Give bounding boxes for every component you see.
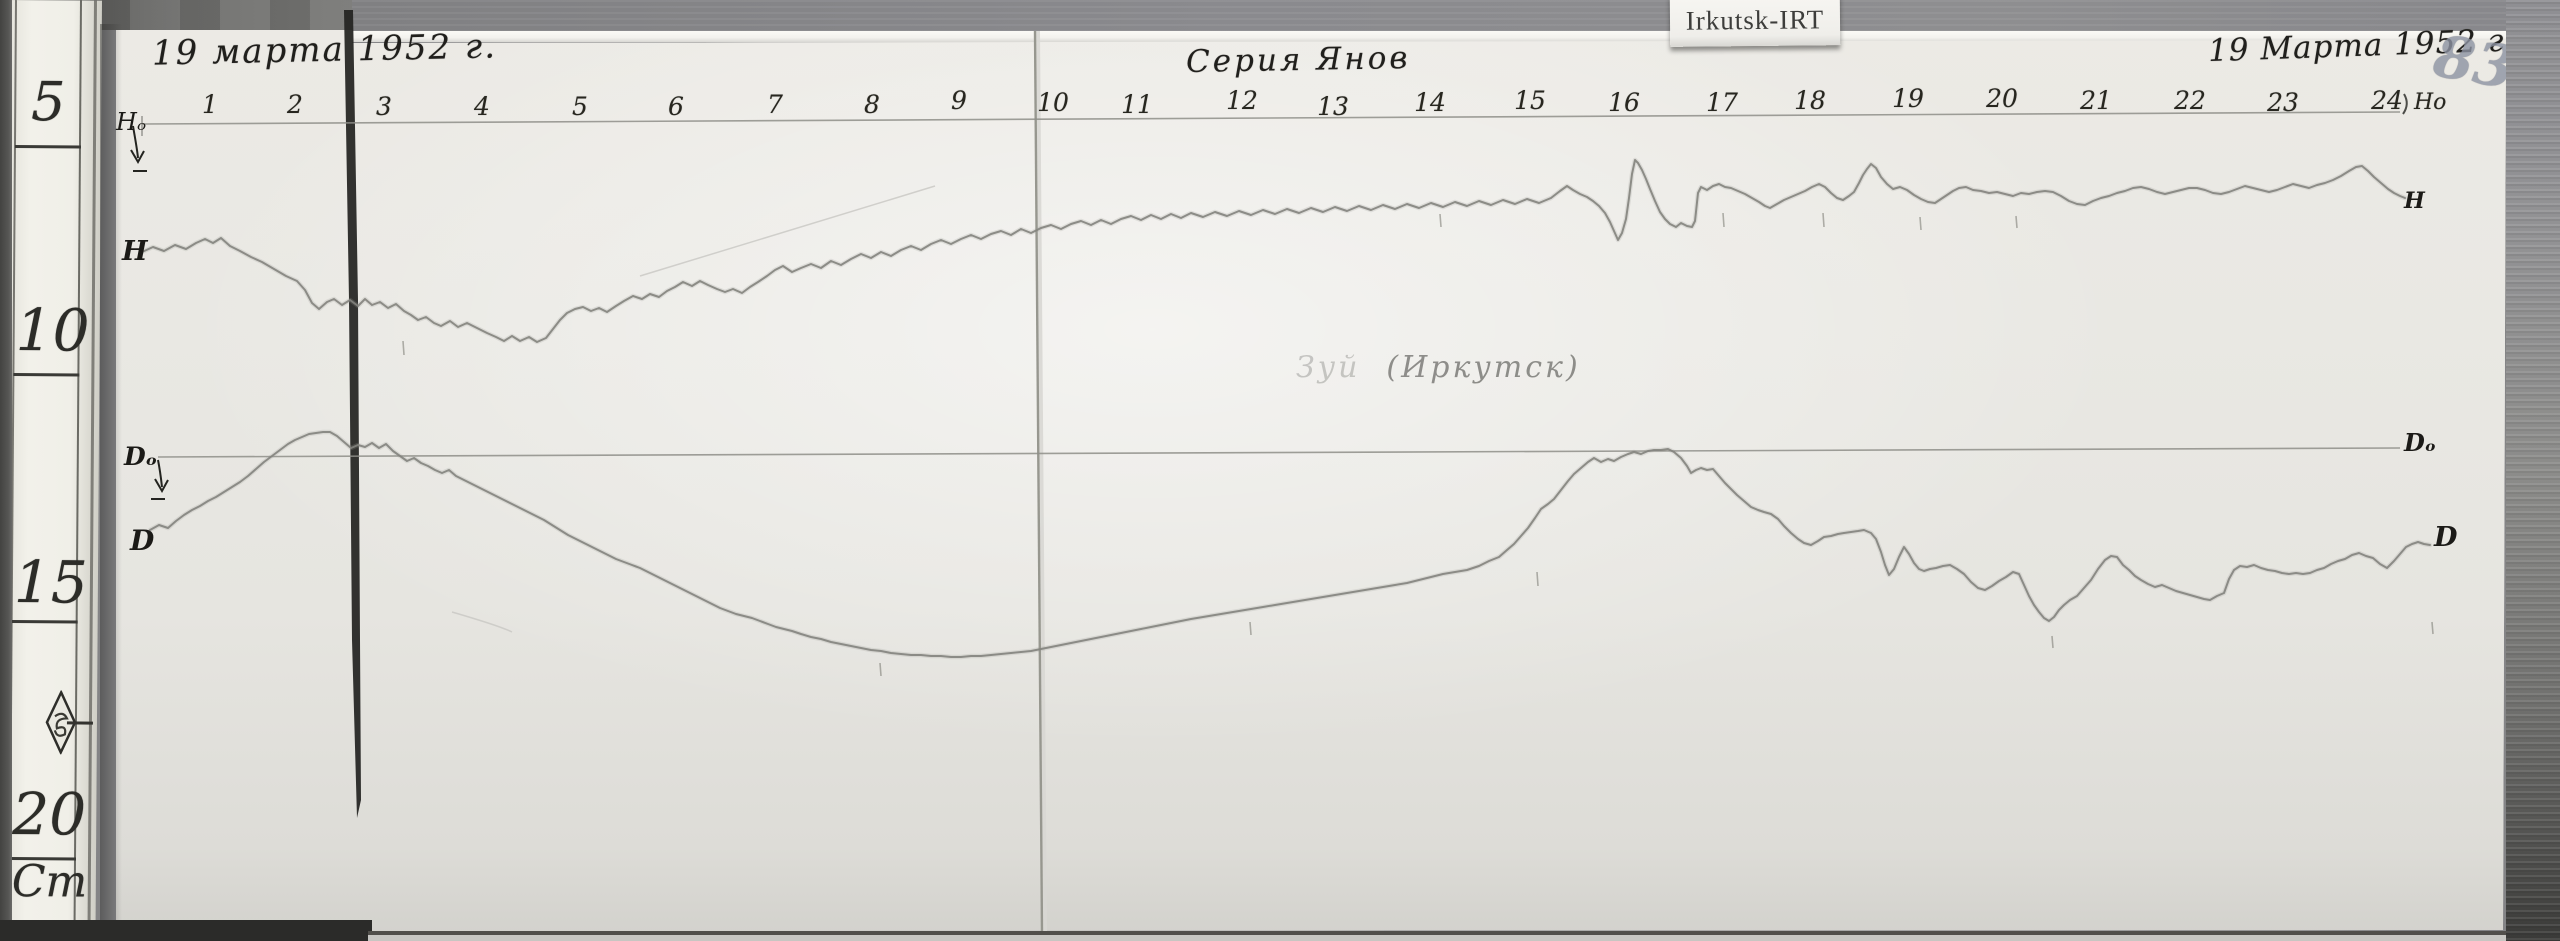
hour-label-21: 21 — [2080, 86, 2112, 115]
date-annotation-left: 19 марта 1952 г. — [151, 26, 498, 74]
table-shadow-bottom-left — [0, 920, 372, 941]
hour-line — [141, 111, 2401, 125]
ink-streak — [344, 10, 361, 818]
ruler-mark-10: 10 — [15, 296, 90, 365]
hour-label-9: 9 — [951, 86, 967, 115]
ruler-mark-20: 20 — [12, 780, 87, 849]
hour-label-18: 18 — [1794, 86, 1826, 115]
ruler-maker-diamond-icon — [45, 690, 77, 755]
d0-arrow-icon — [151, 459, 169, 500]
seam-line — [1033, 30, 1044, 935]
ruler-mark-15: 15 — [13, 548, 88, 617]
hour-scratch-tick — [2431, 621, 2434, 635]
hour-scratch-tick — [1919, 216, 1922, 231]
ruler-mark-5: 5 — [30, 70, 66, 134]
scale-lines — [141, 111, 2401, 458]
hour-scratch-tick — [2051, 635, 2054, 649]
hour-scratch-tick — [1439, 213, 1442, 228]
hour-scale-end-label: Но — [2414, 90, 2447, 115]
ruler-diamond-line — [66, 721, 93, 725]
h0-arrow-icon — [130, 125, 147, 172]
hour-label-5: 5 — [572, 92, 588, 121]
hour-label-14: 14 — [1414, 88, 1446, 117]
hour-scratch-tick — [1536, 571, 1539, 587]
hour-label-1: 1 — [202, 90, 218, 119]
hour-scratch-tick — [1822, 212, 1825, 228]
h-trace — [141, 159, 2406, 343]
hour-scratch-tick — [1722, 212, 1725, 228]
station-label-text: Irkutsk-IRT — [1685, 3, 1825, 36]
hour-scratch-tick — [879, 662, 882, 677]
hour-label-17: 17 — [1706, 88, 1738, 117]
hour-label-13: 13 — [1317, 92, 1349, 121]
d-trace — [147, 429, 2433, 660]
paper-crease — [639, 185, 936, 277]
d-label-right: D — [2434, 522, 2458, 553]
station-pencil-word: Зуй — [1296, 350, 1361, 385]
hour-label-20: 20 — [1986, 84, 2018, 113]
ruler-section-line — [11, 620, 78, 624]
wood-left-sliver — [0, 0, 12, 941]
wood-right-band — [2506, 0, 2560, 941]
d0-label-right: Dₒ — [2404, 428, 2437, 457]
paper-edge-shadow — [100, 24, 122, 924]
ruler-section-line — [14, 145, 81, 149]
hour-label-4: 4 — [474, 92, 490, 121]
hour-label-15: 15 — [1514, 86, 1546, 115]
hour-label-23: 23 — [2267, 88, 2299, 117]
hour24-hook-mark — [2402, 93, 2408, 115]
d-trace — [149, 431, 2431, 658]
h-trace — [139, 157, 2408, 345]
hour-scratch-tick — [2015, 215, 2018, 229]
hour-label-22: 22 — [2174, 86, 2206, 115]
h-label-left: H — [122, 236, 148, 267]
hour-label-3: 3 — [376, 92, 392, 121]
hour-scratch-tick — [402, 340, 405, 356]
hour-label-6: 6 — [668, 92, 684, 121]
hour-label-12: 12 — [1226, 86, 1258, 115]
traces — [139, 157, 2433, 660]
station-pencil-city: (Иркутск) — [1386, 350, 1581, 385]
hour-label-7: 7 — [767, 90, 783, 119]
hour-label-19: 19 — [1892, 84, 1924, 113]
ruler-section-line — [13, 373, 80, 377]
h-label-right: H — [2404, 188, 2425, 214]
d-label-left: D — [130, 524, 155, 557]
paper-top-edge-highlight — [352, 31, 2506, 42]
ruler-section-line — [9, 857, 77, 861]
seam-highlight — [1036, 30, 1047, 935]
series-label: Серия Янов — [1185, 40, 1411, 80]
d0-label-left: Dₒ — [124, 442, 158, 471]
hour-label-8: 8 — [864, 90, 880, 119]
ruler-mark-Cm: Cm — [11, 856, 88, 908]
paper-scratch — [451, 611, 513, 633]
hour-label-16: 16 — [1608, 88, 1640, 117]
ruler: 5 10 15 20 Cm — [1, 0, 102, 928]
hour-label-2: 2 — [287, 90, 303, 119]
hour-label-24: 24 — [2371, 86, 2403, 115]
under-sheet-strip — [368, 935, 2506, 941]
station-pencil-note: Зуй (Иркутск) — [1296, 350, 1581, 385]
hour-label-10: 10 — [1037, 88, 1069, 117]
paper-bottom-edge — [368, 931, 2506, 935]
d0-baseline — [157, 447, 2401, 458]
scratch-ticks — [402, 212, 2434, 677]
ruler-edge-line — [87, 0, 97, 924]
h0-label-left: Hₒ — [116, 108, 147, 136]
hour-scratch-tick — [1249, 621, 1252, 636]
hour-label-11: 11 — [1121, 90, 1153, 119]
station-label-card: Irkutsk-IRT — [1669, 0, 1841, 47]
